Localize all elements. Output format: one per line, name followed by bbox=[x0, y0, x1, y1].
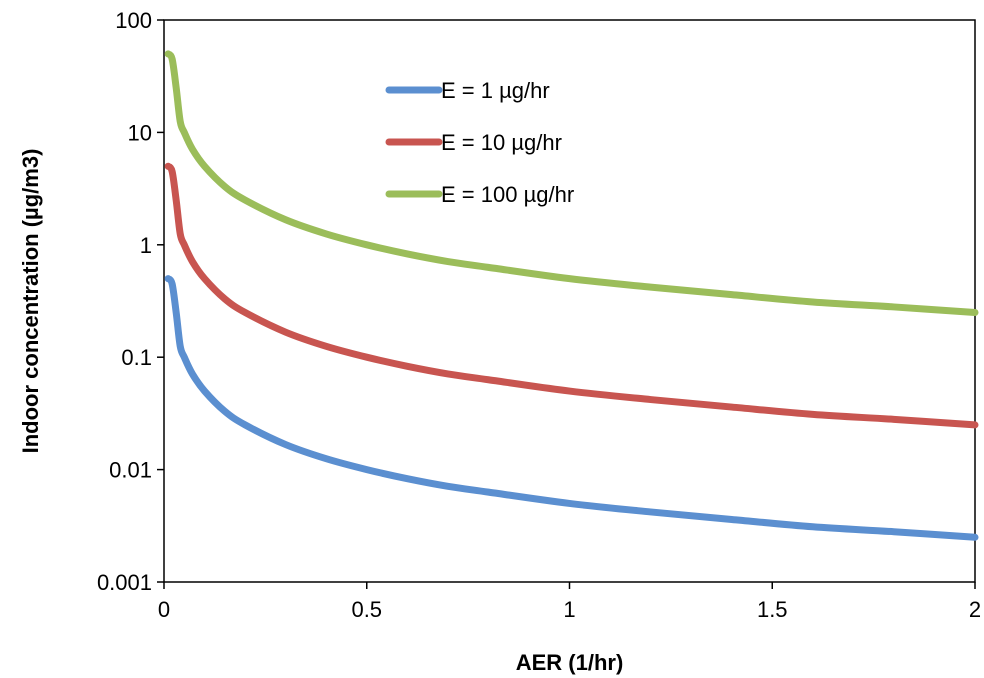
y-tick-label: 10 bbox=[128, 120, 152, 145]
series-line-3 bbox=[164, 50, 979, 316]
y-axis-title: Indoor concentration (µg/m3) bbox=[18, 149, 43, 454]
y-axis-ticks: 0.001 0.01 0.1 1 10 100 bbox=[97, 8, 164, 595]
x-tick-label: 2 bbox=[969, 597, 981, 622]
y-tick-label: 100 bbox=[115, 8, 152, 33]
x-tick-label: 1.5 bbox=[757, 597, 788, 622]
series-line-2 bbox=[164, 162, 979, 429]
y-tick-label: 1 bbox=[140, 233, 152, 258]
y-tick-label: 0.1 bbox=[121, 345, 152, 370]
x-tick-label: 0 bbox=[158, 597, 170, 622]
legend-label-2: E = 10 µg/hr bbox=[441, 130, 562, 155]
legend-label-1: E = 1 µg/hr bbox=[441, 78, 550, 103]
legend: E = 1 µg/hr E = 10 µg/hr E = 100 µg/hr bbox=[385, 78, 574, 207]
x-tick-label: 0.5 bbox=[351, 597, 382, 622]
y-tick-label: 0.001 bbox=[97, 570, 152, 595]
x-tick-label: 1 bbox=[563, 597, 575, 622]
series-layer bbox=[164, 50, 979, 541]
x-axis-ticks: 0 0.5 1 1.5 2 bbox=[158, 582, 981, 622]
y-tick-label: 0.01 bbox=[109, 458, 152, 483]
series-line-1 bbox=[164, 275, 979, 541]
plot-area-frame bbox=[163, 19, 976, 583]
x-axis-title: AER (1/hr) bbox=[516, 650, 624, 675]
legend-label-3: E = 100 µg/hr bbox=[441, 182, 574, 207]
